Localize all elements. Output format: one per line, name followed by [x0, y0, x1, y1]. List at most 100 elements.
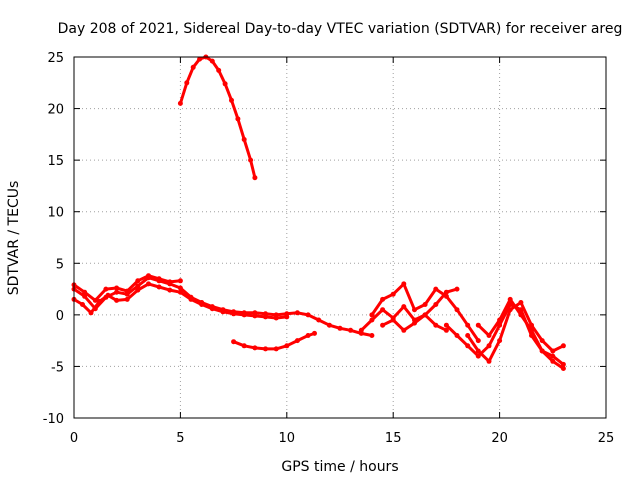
data-point	[560, 361, 566, 367]
data-point	[222, 81, 228, 87]
data-point	[443, 327, 449, 333]
data-point	[475, 348, 481, 354]
data-point	[235, 116, 241, 122]
data-point	[124, 288, 130, 294]
data-point	[390, 317, 396, 323]
data-point	[135, 283, 141, 289]
data-point	[369, 312, 375, 318]
data-point	[475, 338, 481, 344]
data-point	[156, 284, 162, 290]
data-point	[135, 278, 141, 284]
data-point	[209, 306, 215, 312]
data-point	[326, 322, 332, 328]
data-point	[422, 312, 428, 318]
data-point	[82, 289, 88, 295]
data-point	[369, 333, 375, 338]
data-point	[273, 315, 279, 321]
data-point	[560, 366, 566, 371]
data-point	[454, 286, 460, 292]
data-point	[105, 292, 111, 298]
data-point	[220, 309, 226, 315]
chart-title: Day 208 of 2021, Sidereal Day-to-day VTE…	[58, 21, 623, 37]
data-point	[248, 157, 254, 163]
data-point	[443, 289, 449, 295]
data-point	[380, 296, 386, 302]
data-point	[88, 310, 94, 316]
data-point	[197, 56, 203, 62]
data-point	[401, 327, 407, 333]
data-series	[71, 54, 566, 371]
series-track-E	[358, 304, 449, 333]
data-point	[358, 327, 364, 333]
data-point	[497, 317, 503, 323]
data-point	[124, 296, 130, 302]
series-peak-arc	[177, 54, 258, 181]
series-track-C	[71, 273, 183, 303]
plot-border	[73, 56, 607, 419]
x-tick-label: 10	[279, 431, 296, 446]
data-point	[539, 338, 545, 344]
data-point	[252, 175, 258, 181]
y-tick-label: 15	[47, 154, 64, 169]
data-point	[241, 137, 247, 142]
data-point	[412, 320, 417, 326]
data-point	[177, 100, 183, 106]
x-tick-label: 20	[491, 431, 508, 446]
data-point	[486, 333, 492, 338]
data-point	[305, 312, 311, 318]
data-point	[401, 304, 407, 310]
series-track-B	[71, 281, 290, 321]
data-point	[550, 353, 556, 359]
data-point	[177, 285, 183, 291]
series-track-A	[71, 275, 375, 338]
data-point	[550, 348, 556, 354]
series-line	[72, 282, 289, 320]
data-point	[422, 302, 428, 307]
x-tick-label: 15	[385, 431, 402, 446]
data-point	[241, 343, 247, 349]
x-tick-label: 0	[70, 431, 78, 446]
data-point	[486, 358, 492, 364]
series-line	[466, 301, 565, 363]
data-point	[518, 312, 524, 318]
data-point	[231, 339, 237, 345]
data-point	[475, 353, 481, 359]
y-tick-label: 25	[47, 51, 64, 66]
data-point	[433, 322, 439, 328]
y-tick-label: 0	[56, 309, 64, 324]
x-tick-label: 25	[598, 431, 615, 446]
data-point	[380, 322, 386, 328]
data-point	[229, 97, 234, 103]
data-point	[560, 343, 566, 349]
data-point	[454, 307, 460, 313]
y-tick-label: -5	[51, 360, 64, 375]
series-line	[72, 276, 374, 337]
series-track-G	[380, 286, 460, 333]
data-point	[199, 302, 205, 307]
x-axis-ticks: 0 5 10 15 20 25	[70, 57, 614, 446]
data-point	[190, 64, 196, 70]
data-point	[263, 346, 268, 352]
data-point	[97, 298, 102, 304]
data-point	[337, 325, 343, 331]
y-tick-label: 20	[47, 103, 64, 118]
data-point	[167, 279, 173, 285]
grid	[74, 57, 606, 418]
data-point	[443, 322, 449, 328]
data-point	[114, 285, 120, 291]
data-point	[103, 286, 109, 292]
data-point	[433, 286, 439, 292]
data-point	[156, 276, 162, 282]
data-point	[135, 287, 141, 293]
x-axis-label: GPS time / hours	[281, 459, 398, 475]
data-point	[184, 80, 190, 86]
data-point	[114, 289, 120, 295]
data-point	[465, 343, 471, 349]
data-point	[507, 307, 513, 313]
series-track-I	[475, 296, 566, 367]
data-point	[284, 343, 290, 349]
y-tick-label: 5	[56, 257, 64, 272]
data-point	[146, 273, 151, 279]
data-point	[475, 322, 481, 328]
